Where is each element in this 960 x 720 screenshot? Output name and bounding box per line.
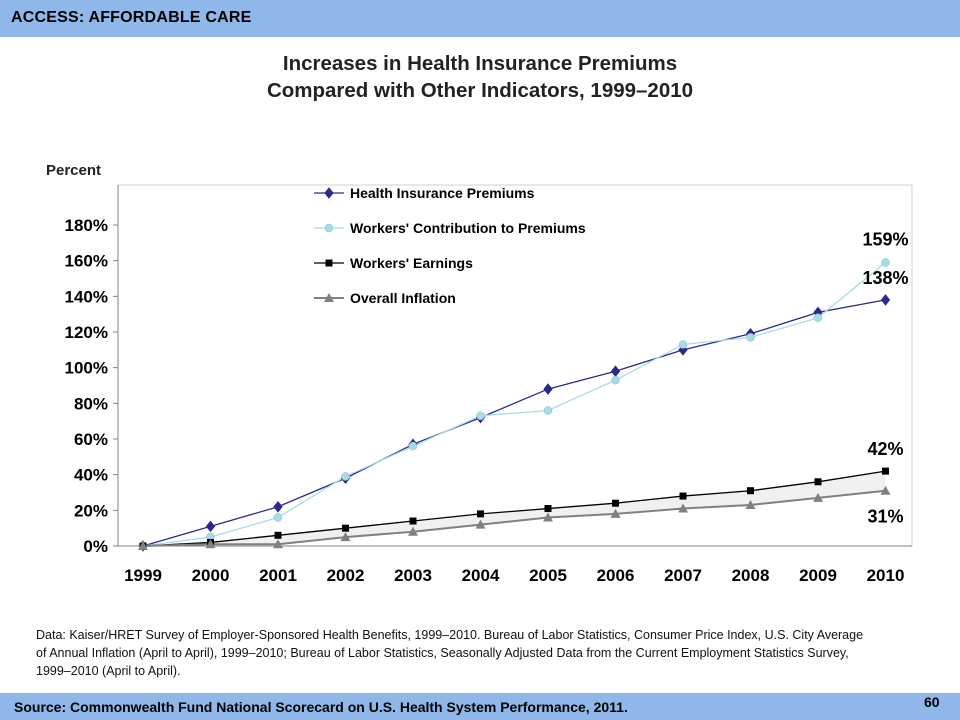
series-line-health-insurance-premiums: [142, 299, 886, 547]
marker-workers-earnings: [409, 517, 417, 525]
top-banner: [0, 0, 960, 37]
y-tick-label: 0%: [83, 537, 108, 556]
legend-marker-overall-inflation: [324, 293, 334, 302]
marker-workers-earnings: [882, 467, 889, 475]
series-lines: [142, 261, 886, 547]
marker-overall-inflation: [475, 519, 486, 529]
legend-marker-workers-earnings: [325, 259, 333, 267]
marker-workers-earnings: [612, 499, 619, 507]
data-labels: 159% 138% 42% 31%: [862, 229, 908, 526]
section-label: ACCESS: AFFORDABLE CARE: [11, 9, 252, 26]
series-markers: [138, 258, 891, 552]
data-label: 159%: [862, 229, 908, 249]
line-chart: 0% 20% 40% 60% 80% 100% 120% 140% 160% 180% 1999 20…: [65, 184, 913, 585]
legend-label-health-insurance-premiums: Health Insurance Premiums: [350, 185, 535, 201]
marker-overall-inflation: [138, 541, 148, 550]
marker-workers-earnings: [274, 531, 282, 539]
x-tick-label: 2008: [732, 566, 770, 585]
series-line-workers-earnings: [142, 470, 886, 547]
marker-overall-inflation: [678, 503, 688, 513]
y-tick-label: 120%: [65, 323, 108, 342]
x-tick-label: 2010: [867, 566, 905, 585]
marker-workers-contribution-to-premiums: [813, 313, 823, 322]
marker-workers-contribution-to-premiums: [408, 441, 418, 451]
marker-workers-earnings: [747, 487, 754, 495]
marker-overall-inflation: [813, 492, 823, 502]
marker-overall-inflation: [610, 508, 621, 518]
x-tick-label: 2003: [394, 566, 432, 585]
chart-title: Increases in Health Insurance Premiums C…: [0, 50, 960, 104]
marker-workers-contribution-to-premiums: [746, 333, 755, 342]
marker-workers-contribution-to-premiums: [881, 258, 890, 267]
legend-marker-workers-contribution-to-premiums: [324, 223, 334, 233]
legend-label-workers-earnings: Workers' Earnings: [350, 255, 473, 271]
series-line-overall-inflation: [142, 489, 886, 547]
y-tick-label: 60%: [74, 430, 108, 449]
data-label: 138%: [862, 268, 908, 288]
data-note: Data: Kaiser/HRET Survey of Employer-Spo…: [36, 628, 864, 678]
x-tick-label: 2005: [529, 566, 567, 585]
marker-health-insurance-premiums: [880, 294, 891, 306]
legend-marker-health-insurance-premiums: [324, 187, 334, 199]
x-tick-label: 1999: [124, 566, 162, 585]
marker-overall-inflation: [745, 499, 756, 509]
x-tick-label: 2002: [327, 566, 365, 585]
marker-health-insurance-premiums: [543, 383, 553, 395]
x-tick-label: 2001: [259, 566, 297, 585]
y-tick-label: 100%: [65, 359, 108, 378]
marker-health-insurance-premiums: [273, 500, 283, 513]
marker-workers-contribution-to-premiums: [476, 411, 485, 421]
y-tick-label: 20%: [74, 501, 108, 520]
x-tick-label: 2000: [192, 566, 230, 585]
marker-workers-contribution-to-premiums: [611, 375, 620, 385]
marker-workers-contribution-to-premiums: [341, 472, 350, 481]
marker-workers-earnings: [679, 492, 687, 500]
marker-workers-earnings: [544, 505, 552, 513]
chart-axes: [117, 184, 913, 547]
marker-workers-contribution-to-premiums: [273, 513, 283, 522]
page-number: 60: [924, 694, 940, 710]
marker-overall-inflation: [408, 526, 418, 536]
bottom-banner: [0, 693, 960, 720]
earnings-inflation-band: [143, 471, 886, 546]
x-tick-label: 2006: [597, 566, 635, 585]
y-tick-label: 160%: [65, 252, 108, 271]
band-area: [143, 471, 886, 546]
marker-overall-inflation: [543, 512, 553, 522]
y-tick-label: 180%: [65, 216, 108, 235]
y-tick-label: 80%: [74, 394, 108, 413]
legend-label-overall-inflation: Overall Inflation: [350, 290, 456, 306]
chart-legend: Health Insurance Premiums Workers' Contri…: [314, 185, 586, 306]
marker-overall-inflation: [880, 485, 891, 495]
marker-workers-earnings: [342, 524, 349, 532]
marker-workers-contribution-to-premiums: [678, 340, 688, 349]
data-label: 31%: [867, 507, 903, 527]
chart-title-line2: Compared with Other Indicators, 1999–201…: [266, 79, 694, 102]
source-text: Source: Commonwealth Fund National Score…: [14, 699, 628, 715]
x-tick-label: 2009: [799, 566, 837, 585]
marker-health-insurance-premiums: [610, 365, 621, 378]
y-tick-label: 140%: [65, 287, 108, 306]
x-tick-label: 2007: [664, 566, 702, 585]
chart-title-line1: Increases in Health Insurance Premiums: [282, 52, 678, 75]
marker-workers-earnings: [477, 510, 484, 518]
marker-health-insurance-premiums: [205, 520, 216, 533]
legend-label-workers-contribution-to-premiums: Workers' Contribution to Premiums: [350, 220, 586, 236]
marker-workers-earnings: [814, 478, 822, 486]
data-label: 42%: [867, 439, 903, 459]
y-tick-label: 40%: [74, 466, 108, 485]
axis-ticks: 0% 20% 40% 60% 80% 100% 120% 140% 160% 180% 1999 20…: [65, 216, 905, 585]
marker-overall-inflation: [273, 539, 283, 549]
marker-overall-inflation: [340, 532, 351, 542]
series-line-workers-contribution-to-premiums: [142, 261, 886, 547]
marker-workers-contribution-to-premiums: [543, 406, 553, 415]
marker-overall-inflation: [205, 539, 216, 549]
x-tick-label: 2004: [462, 566, 500, 585]
y-axis-unit-label: Percent: [46, 162, 102, 179]
